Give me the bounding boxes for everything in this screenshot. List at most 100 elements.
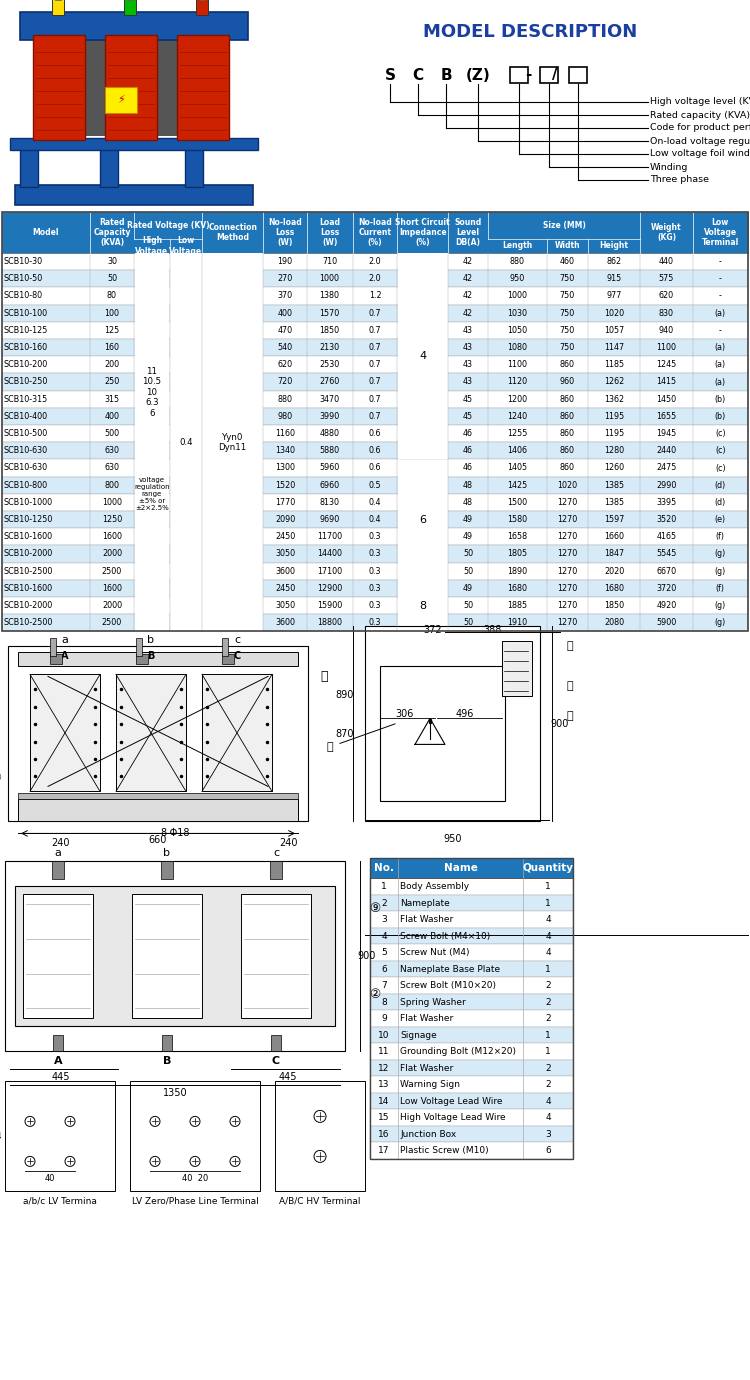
Text: High
Voltage: High Voltage: [136, 236, 169, 255]
Text: S: S: [385, 68, 395, 83]
Text: 2760: 2760: [320, 378, 340, 386]
Text: (a): (a): [715, 378, 726, 386]
Text: 440: 440: [659, 257, 674, 266]
Bar: [370, 1110, 573, 1126]
Text: SCB10-500: SCB10-500: [4, 429, 48, 437]
Text: 1770: 1770: [275, 498, 296, 506]
Bar: [370, 894, 573, 911]
Circle shape: [65, 1116, 75, 1126]
Text: 1658: 1658: [507, 533, 527, 541]
Bar: [196, 0, 208, 15]
Text: A: A: [62, 651, 69, 661]
Text: (a): (a): [715, 309, 726, 317]
Bar: [5, 861, 345, 1052]
Text: 1885: 1885: [507, 602, 527, 610]
Bar: [105, 34, 157, 139]
Text: High voltage level (KV): High voltage level (KV): [650, 98, 750, 106]
Text: 1385: 1385: [604, 480, 624, 490]
Text: SCB10-1600: SCB10-1600: [4, 584, 53, 593]
Bar: [5, 1082, 115, 1191]
Text: 1: 1: [545, 898, 550, 908]
Bar: [2, 213, 748, 632]
Text: 2.0: 2.0: [369, 257, 381, 266]
Text: 1.2: 1.2: [369, 291, 381, 301]
Text: 1270: 1270: [557, 498, 578, 506]
Text: 1000: 1000: [320, 275, 340, 283]
Text: 18800: 18800: [317, 618, 342, 628]
Text: 710: 710: [322, 257, 338, 266]
Bar: [161, 861, 173, 879]
Text: 370: 370: [278, 291, 292, 301]
Bar: [370, 1043, 573, 1060]
Text: 830: 830: [659, 309, 674, 317]
Text: 6: 6: [419, 515, 426, 524]
Bar: [2, 322, 748, 339]
Bar: [2, 442, 748, 460]
Text: High Voltage Lead Wire: High Voltage Lead Wire: [400, 1114, 506, 1122]
Bar: [2, 253, 748, 270]
Bar: [5, 7, 263, 206]
Text: 1500: 1500: [507, 498, 527, 506]
Text: 800: 800: [104, 480, 119, 490]
Text: 2440: 2440: [656, 446, 676, 455]
Text: Rated
Capacity
(KVA): Rated Capacity (KVA): [93, 218, 130, 247]
Text: Length: Length: [503, 241, 532, 251]
Text: 1425: 1425: [507, 480, 527, 490]
Text: 4920: 4920: [656, 602, 676, 610]
Text: 0.3: 0.3: [369, 618, 381, 628]
Text: Grounding Bolt (M12×20): Grounding Bolt (M12×20): [400, 1047, 516, 1056]
Text: SCB10-2500: SCB10-2500: [4, 618, 53, 628]
Text: 11700: 11700: [317, 533, 342, 541]
Text: 540: 540: [278, 344, 292, 352]
Text: 1847: 1847: [604, 549, 624, 559]
Circle shape: [230, 1116, 240, 1126]
Text: No.: No.: [374, 864, 394, 874]
Text: 0.3: 0.3: [369, 567, 381, 575]
Bar: [185, 148, 203, 188]
Text: SCB10-630: SCB10-630: [4, 446, 48, 455]
Text: 1000: 1000: [102, 498, 122, 506]
Text: 620: 620: [278, 360, 292, 370]
Bar: [2, 425, 748, 442]
Text: 49: 49: [463, 533, 473, 541]
Text: Low
Voltage: Low Voltage: [170, 236, 202, 255]
Text: Plastic Screw (M10): Plastic Screw (M10): [400, 1147, 489, 1155]
Text: 0.7: 0.7: [369, 378, 381, 386]
Bar: [398, 460, 448, 580]
Text: 1160: 1160: [275, 429, 295, 437]
Text: ⑭: ⑭: [320, 669, 328, 683]
Bar: [202, 675, 272, 791]
Text: 43: 43: [463, 326, 473, 335]
Text: 50: 50: [107, 275, 117, 283]
Text: 1: 1: [545, 965, 550, 974]
Text: 16: 16: [378, 1130, 390, 1138]
Text: Quantity: Quantity: [523, 864, 574, 874]
Bar: [50, 654, 62, 664]
Text: 400: 400: [278, 309, 292, 317]
Text: 0.7: 0.7: [369, 360, 381, 370]
Text: C: C: [233, 651, 241, 661]
Bar: [2, 529, 748, 545]
Text: 315: 315: [104, 395, 119, 404]
Text: (a): (a): [715, 344, 726, 352]
Text: 11
10.5
10
6.3
6: 11 10.5 10 6.3 6: [142, 367, 161, 418]
Text: 14: 14: [378, 1097, 390, 1105]
Text: 40  20: 40 20: [182, 1174, 208, 1183]
Text: Nameplate: Nameplate: [400, 898, 450, 908]
Text: 860: 860: [560, 429, 574, 437]
Text: A/B/C HV Terminal: A/B/C HV Terminal: [279, 1196, 361, 1206]
Text: 496: 496: [456, 709, 474, 719]
Bar: [2, 339, 748, 356]
Text: SCB10-2500: SCB10-2500: [4, 567, 53, 575]
Text: 1450: 1450: [656, 395, 676, 404]
Text: SCB10-630: SCB10-630: [4, 464, 48, 472]
Text: 0.3: 0.3: [369, 533, 381, 541]
Text: Low voltage foil winding: Low voltage foil winding: [650, 149, 750, 159]
Circle shape: [230, 1156, 240, 1166]
Text: 0.4: 0.4: [179, 437, 193, 447]
Text: SCB10-1600: SCB10-1600: [4, 533, 53, 541]
Circle shape: [314, 1151, 326, 1162]
Text: -: -: [719, 291, 722, 301]
Bar: [2, 356, 748, 374]
Text: (b): (b): [715, 411, 726, 421]
